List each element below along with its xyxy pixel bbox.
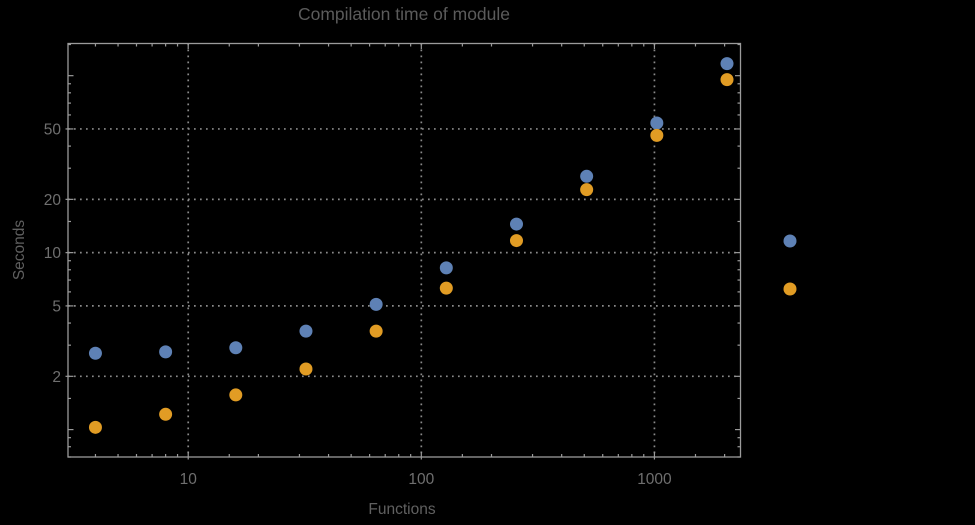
data-point-series-2-orange: [229, 388, 243, 402]
data-point-series-1-blue: [299, 324, 313, 338]
data-point-series-1-blue: [720, 57, 734, 71]
data-point-series-1-blue: [229, 341, 243, 355]
x-tick-label: 10: [180, 471, 198, 488]
x-tick-label: 1000: [637, 471, 672, 488]
data-point-series-1-blue: [439, 261, 453, 275]
x-axis-label: Functions: [368, 501, 436, 518]
data-point-series-2-orange: [159, 407, 173, 421]
data-point-series-2-orange: [439, 281, 453, 295]
legend-marker-2: [783, 282, 797, 296]
data-point-series-1-blue: [650, 116, 664, 130]
plot-frame: [67, 42, 742, 458]
data-point-series-2-orange: [88, 420, 102, 434]
y-tick-label: 5: [52, 298, 61, 315]
legend-marker-1: [783, 234, 797, 248]
data-point-series-2-orange: [369, 324, 383, 338]
data-point-series-1-blue: [88, 346, 102, 360]
data-point-series-2-orange: [509, 234, 523, 248]
data-point-series-1-blue: [369, 297, 383, 311]
y-tick-label: 2: [52, 369, 61, 386]
data-point-series-1-blue: [580, 169, 594, 183]
data-point-series-2-orange: [650, 128, 664, 142]
y-tick-label: 10: [44, 245, 62, 262]
data-point-series-2-orange: [580, 183, 594, 197]
y-tick-label: 50: [44, 121, 62, 138]
chart-title: Compilation time of module: [297, 4, 511, 24]
data-point-series-1-blue: [159, 345, 173, 359]
y-axis-label: Seconds: [11, 219, 28, 281]
data-point-series-1-blue: [509, 217, 523, 231]
data-point-series-2-orange: [299, 362, 313, 376]
y-tick-label: 20: [44, 192, 62, 209]
data-point-series-2-orange: [720, 73, 734, 87]
x-tick-label: 100: [408, 471, 434, 488]
